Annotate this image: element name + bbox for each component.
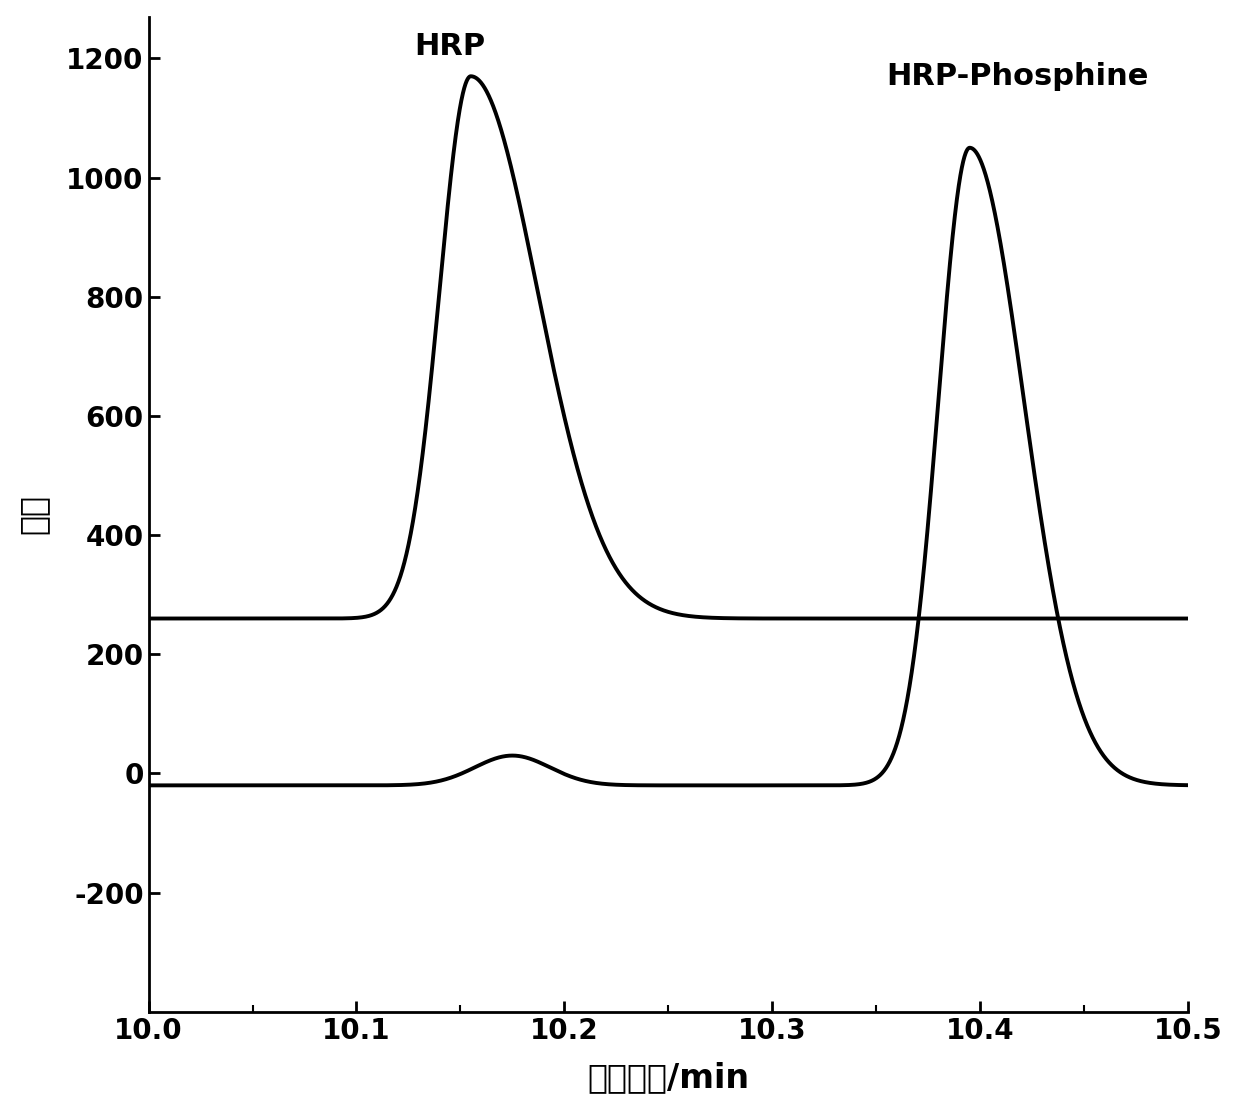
Y-axis label: 强度: 强度: [16, 494, 50, 534]
Text: HRP: HRP: [414, 32, 486, 61]
Text: HRP-Phosphine: HRP-Phosphine: [887, 62, 1149, 91]
X-axis label: 保留时间/min: 保留时间/min: [587, 1061, 750, 1094]
